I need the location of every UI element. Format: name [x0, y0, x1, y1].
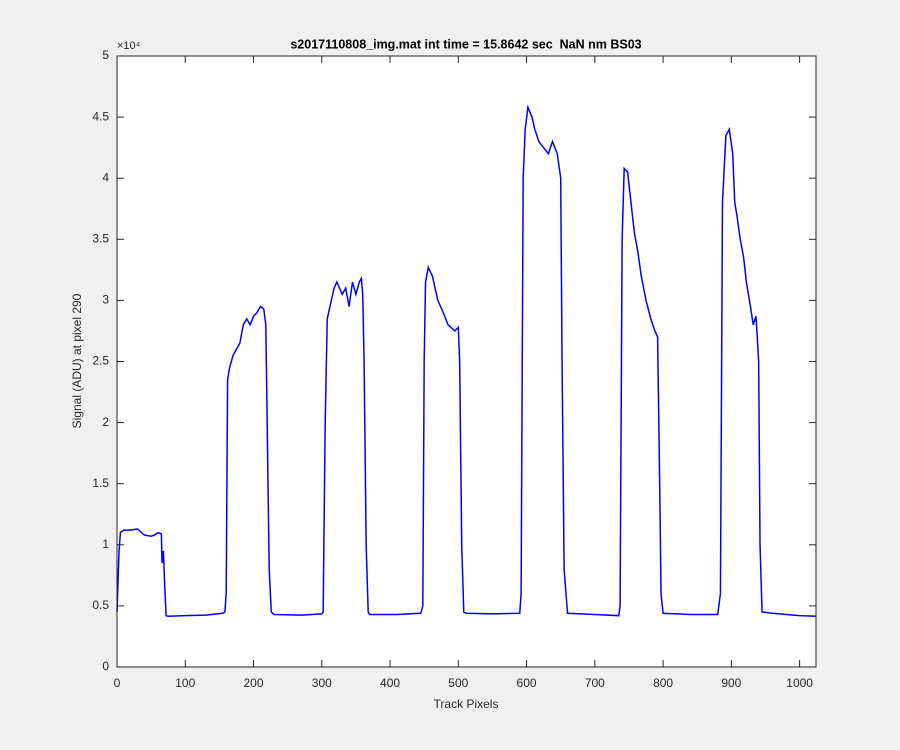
- x-tick-label: 100: [175, 676, 195, 690]
- x-axis-label: Track Pixels: [434, 697, 499, 711]
- y-tick-label: 5: [102, 48, 109, 62]
- y-tick-label: 4.5: [92, 109, 109, 123]
- y-tick-label: 0.5: [92, 598, 109, 612]
- y-tick-label: 2.5: [92, 354, 109, 368]
- x-tick-label: 200: [244, 676, 264, 690]
- x-tick-label: 900: [721, 676, 741, 690]
- x-tick-label: 0: [114, 676, 121, 690]
- y-axis-label: Signal (ADU) at pixel 290: [70, 293, 84, 428]
- y-tick-label: 3: [102, 293, 109, 307]
- y-tick-label: 1: [102, 537, 109, 551]
- y-tick-label: 3.5: [92, 231, 109, 245]
- y-tick-label: 0: [102, 659, 109, 673]
- x-tick-label: 500: [448, 676, 468, 690]
- axes-box: [116, 55, 817, 668]
- x-tick-label: 400: [380, 676, 400, 690]
- x-tick-label: 300: [312, 676, 332, 690]
- x-tick-label: 600: [517, 676, 537, 690]
- y-tick-label: 4: [102, 170, 109, 184]
- data-line: [116, 104, 817, 618]
- x-tick-label: 700: [585, 676, 605, 690]
- x-tick-label: 800: [653, 676, 673, 690]
- y-multiplier: ×10⁴: [117, 40, 141, 52]
- x-tick-label: 1000: [786, 676, 813, 690]
- y-tick-label: 1.5: [92, 476, 109, 490]
- plot-area: [117, 56, 816, 667]
- y-tick-label: 2: [102, 415, 109, 429]
- chart-title: s2017110808_img.mat int time = 15.8642 s…: [290, 37, 641, 51]
